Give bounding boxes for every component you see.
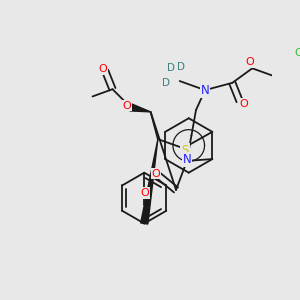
Polygon shape	[130, 104, 151, 112]
Text: O: O	[98, 64, 107, 74]
Text: D: D	[178, 61, 185, 71]
Text: O: O	[152, 169, 161, 178]
Text: O: O	[240, 99, 248, 109]
Text: O: O	[123, 100, 131, 110]
Text: Cl: Cl	[294, 48, 300, 58]
Text: S: S	[182, 143, 189, 157]
Text: D: D	[167, 63, 175, 73]
Text: N: N	[201, 84, 209, 97]
Polygon shape	[141, 139, 158, 224]
Text: D: D	[162, 78, 170, 88]
Text: N: N	[182, 153, 191, 166]
Text: O: O	[140, 188, 148, 198]
Text: O: O	[245, 57, 254, 67]
